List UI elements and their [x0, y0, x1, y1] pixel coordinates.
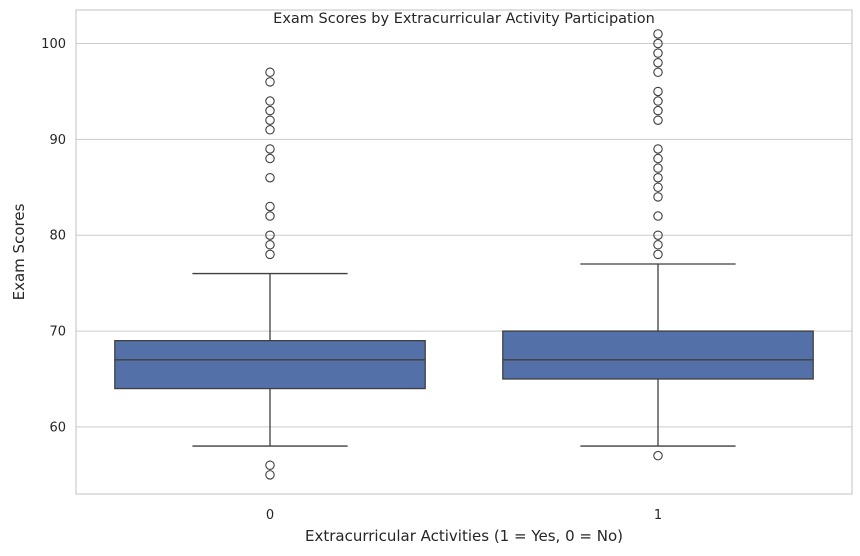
x-axis-label: Extracurricular Activities (1 = Yes, 0 =… — [305, 527, 623, 545]
outlier-point — [265, 230, 275, 240]
outlier-point — [653, 182, 663, 193]
outlier-point — [265, 470, 275, 480]
outlier-point — [653, 86, 663, 97]
outlier-point — [653, 172, 663, 183]
outlier-point — [653, 38, 663, 49]
outlier-point — [653, 163, 663, 173]
outlier-point — [265, 77, 275, 87]
outlier-point — [653, 230, 663, 240]
outlier-point — [653, 153, 663, 164]
outlier-point — [653, 192, 663, 202]
chart-title: Exam Scores by Extracurricular Activity … — [273, 11, 655, 27]
box-group-0 — [114, 67, 426, 480]
outlier-point — [653, 57, 663, 68]
box-series — [114, 29, 814, 480]
outlier-point — [265, 172, 275, 183]
outlier-point — [265, 249, 275, 260]
outlier-point — [653, 96, 663, 106]
outlier-point — [265, 125, 275, 135]
outlier-point — [653, 240, 663, 250]
outlier-point — [265, 144, 275, 154]
iqr-box — [502, 330, 814, 380]
outlier-point — [265, 211, 275, 221]
y-tick-label: 70 — [49, 325, 66, 340]
outlier-point — [265, 115, 275, 125]
outlier-point — [653, 105, 663, 116]
outlier-point — [653, 48, 663, 58]
outlier-point — [653, 249, 663, 260]
y-tick-label: 90 — [49, 133, 66, 148]
x-tick-label: 0 — [266, 508, 274, 523]
outlier-point — [653, 144, 663, 154]
outlier-point — [265, 67, 275, 78]
y-tick-label: 60 — [49, 420, 66, 435]
outlier-point — [265, 460, 275, 470]
outlier-point — [265, 96, 275, 106]
box-group-1 — [502, 29, 814, 461]
outlier-point — [653, 115, 663, 125]
outlier-point — [653, 29, 663, 39]
outlier-point — [265, 240, 275, 250]
y-axis-label: Exam Scores — [10, 203, 28, 300]
x-tick-label: 1 — [654, 508, 662, 523]
outlier-point — [653, 67, 663, 78]
outlier-point — [653, 450, 663, 461]
y-tick-label: 80 — [49, 229, 66, 244]
outlier-point — [265, 105, 275, 116]
y-tick-label: 100 — [41, 37, 66, 52]
y-axis-ticks: 60 70 80 90 100 — [41, 37, 66, 435]
outlier-point — [265, 201, 275, 212]
plot-area-frame — [75, 9, 853, 495]
iqr-box — [114, 340, 426, 390]
outlier-point — [653, 211, 663, 221]
outlier-point — [265, 153, 275, 164]
